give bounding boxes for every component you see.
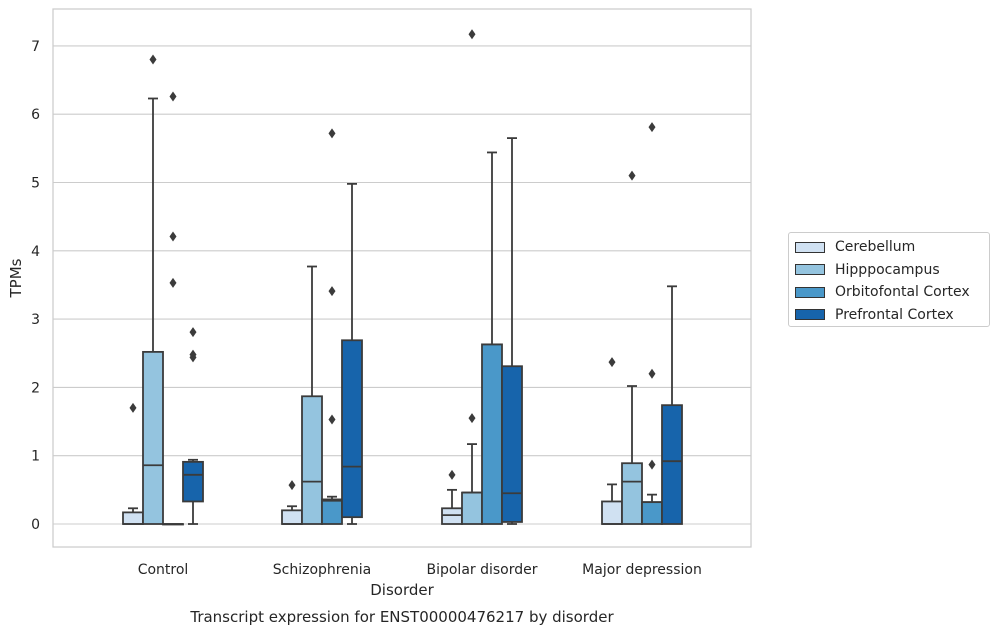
- grid-layer: [53, 45, 751, 525]
- legend-item: Cerebellum: [795, 236, 983, 259]
- box-cerebellum-schizophrenia: [281, 480, 303, 525]
- box-body: [461, 491, 483, 525]
- outlier-point: [189, 352, 197, 363]
- outlier-point: [328, 414, 336, 425]
- outlier-point: [169, 231, 177, 242]
- box-body: [301, 395, 323, 525]
- legend-label: Orbitofontal Cortex: [835, 284, 970, 301]
- box-body: [321, 498, 343, 525]
- legend-label: Hipppocampus: [835, 261, 940, 278]
- box-hipppocampus-schizophrenia: [301, 265, 323, 525]
- legend-item: Orbitofontal Cortex: [795, 281, 983, 304]
- y-axis-label: TPMs: [7, 258, 25, 298]
- legend-swatch: [795, 309, 825, 321]
- box-body: [481, 343, 503, 525]
- box-body: [601, 500, 623, 525]
- box-body: [122, 511, 144, 525]
- box-hipppocampus-bipolar-disorder: [461, 29, 483, 525]
- y-tick-label: 6: [31, 107, 40, 123]
- x-tick-label: Schizophrenia: [273, 562, 371, 578]
- y-tick-label: 5: [31, 176, 40, 192]
- legend-item: Prefrontal Cortex: [795, 304, 983, 327]
- y-tick-label: 3: [31, 312, 40, 328]
- box-body: [142, 350, 164, 525]
- outlier-point: [169, 277, 177, 288]
- outlier-point: [648, 459, 656, 470]
- box-cerebellum-major-depression: [601, 357, 623, 525]
- outlier-point: [149, 54, 157, 65]
- x-tick-label: Control: [138, 562, 189, 578]
- y-tick-labels: 0 1 2 3 4 5 6 7: [31, 39, 40, 533]
- outlier-point: [129, 402, 137, 413]
- box-hipppocampus-major-depression: [621, 170, 643, 525]
- box-prefrontal-cortex-bipolar-disorder: [501, 137, 523, 525]
- box-body: [281, 509, 303, 525]
- box-cerebellum-control: [122, 402, 144, 525]
- plot-frame: [52, 8, 752, 548]
- y-tick-label: 0: [31, 517, 40, 533]
- outlier-point: [448, 469, 456, 480]
- y-tick-label: 1: [31, 449, 40, 465]
- box-orbitofontal-cortex-control: [162, 91, 184, 526]
- box-layer: [122, 29, 683, 526]
- outlier-point: [189, 327, 197, 338]
- box-body: [182, 460, 204, 503]
- y-tick-label: 7: [31, 39, 40, 55]
- x-tick-label: Bipolar disorder: [426, 562, 537, 578]
- x-axis-label: Disorder: [370, 581, 434, 599]
- outlier-point: [468, 413, 476, 424]
- x-tick-label: Major depression: [582, 562, 702, 578]
- box-orbitofontal-cortex-schizophrenia: [321, 128, 343, 525]
- outlier-point: [169, 91, 177, 102]
- outlier-point: [288, 480, 296, 491]
- legend: Cerebellum Hipppocampus Orbitofontal Corte…: [788, 232, 990, 327]
- box-hipppocampus-control: [142, 54, 164, 525]
- box-body: [501, 365, 523, 523]
- box-body: [661, 404, 683, 525]
- outlier-point: [608, 357, 616, 368]
- x-tick-labels: Control Schizophrenia Bipolar disorder Majo…: [138, 562, 702, 578]
- box-orbitofontal-cortex-bipolar-disorder: [481, 151, 503, 525]
- legend-swatch: [795, 264, 825, 276]
- box-body: [341, 339, 363, 519]
- y-tick-label: 2: [31, 380, 40, 396]
- box-prefrontal-cortex-major-depression: [661, 285, 683, 525]
- box-prefrontal-cortex-control: [182, 327, 204, 525]
- outlier-point: [648, 368, 656, 379]
- legend-label: Prefrontal Cortex: [835, 306, 954, 323]
- outlier-point: [468, 29, 476, 40]
- legend-swatch: [795, 241, 825, 253]
- chart-title: Transcript expression for ENST0000047621…: [189, 608, 614, 626]
- y-tick-label: 4: [31, 244, 40, 260]
- legend-label: Cerebellum: [835, 239, 916, 256]
- box-cerebellum-bipolar-disorder: [441, 469, 463, 525]
- box-body: [441, 507, 463, 525]
- box-prefrontal-cortex-schizophrenia: [341, 182, 363, 525]
- box-body: [641, 501, 663, 525]
- legend-swatch: [795, 286, 825, 298]
- outlier-point: [328, 286, 336, 297]
- box-body: [621, 462, 643, 525]
- outlier-point: [648, 122, 656, 133]
- outlier-point: [328, 128, 336, 139]
- legend-item: Hipppocampus: [795, 259, 983, 282]
- outlier-point: [628, 170, 636, 181]
